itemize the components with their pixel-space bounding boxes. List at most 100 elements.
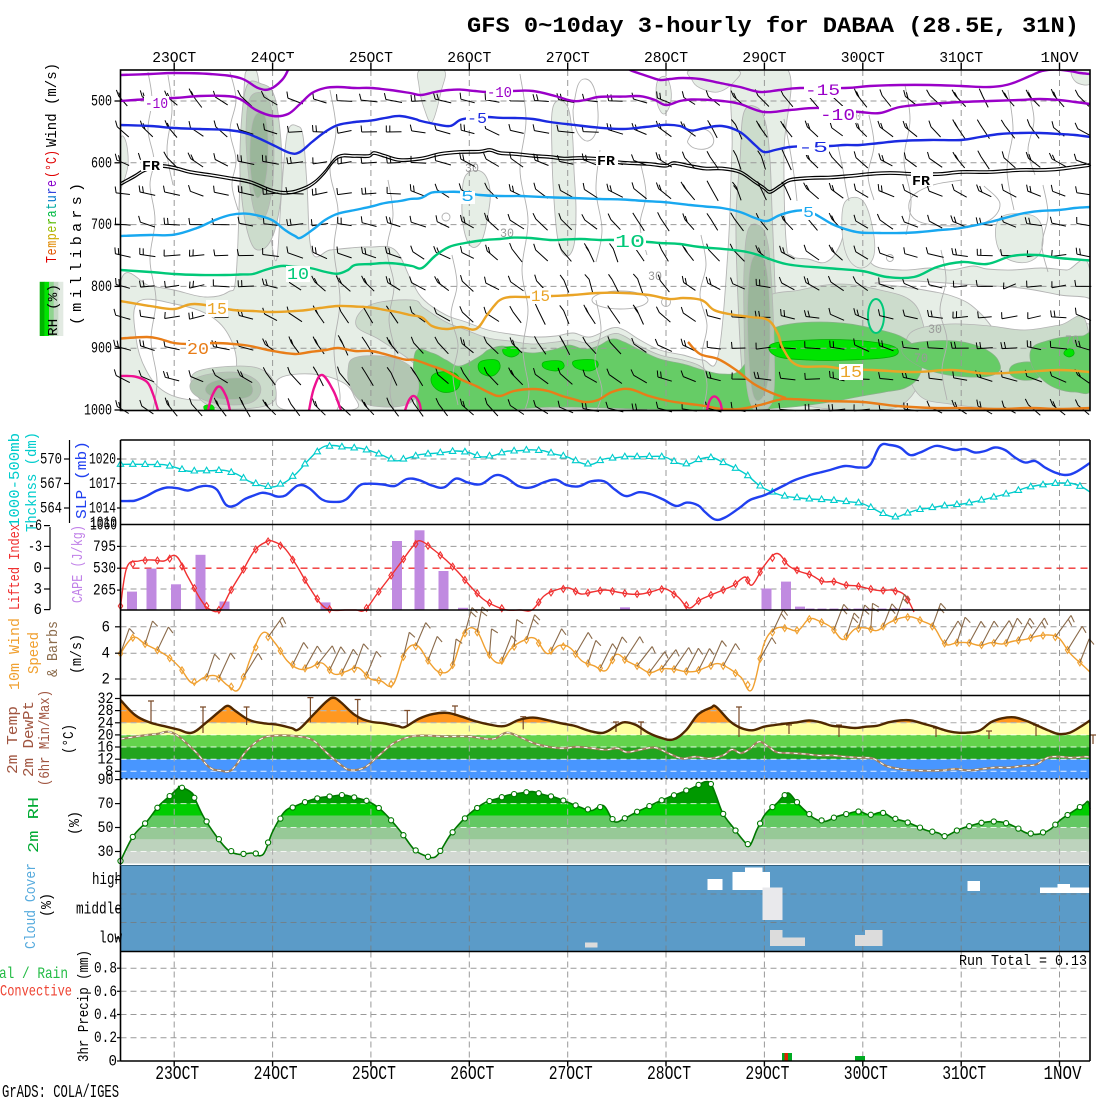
- svg-text:l: l: [69, 263, 86, 272]
- svg-text:-10: -10: [145, 96, 168, 113]
- svg-text:10: 10: [287, 266, 309, 285]
- svg-text:26OCT: 26OCT: [447, 50, 491, 67]
- svg-text:600: 600: [91, 154, 112, 172]
- svg-text:(°C): (°C): [61, 724, 78, 754]
- svg-text:t: t: [44, 203, 61, 210]
- svg-text:24: 24: [98, 714, 114, 732]
- svg-text:a: a: [69, 223, 86, 232]
- svg-text:-3: -3: [28, 538, 42, 556]
- svg-text:28OCT: 28OCT: [644, 50, 688, 67]
- svg-text:3hr Precip (mm): 3hr Precip (mm): [76, 950, 93, 1062]
- svg-text:795: 795: [93, 538, 116, 556]
- svg-text:23OCT: 23OCT: [155, 1063, 199, 1085]
- svg-text:GrADS: COLA/IGES: GrADS: COLA/IGES: [2, 1083, 119, 1100]
- svg-text:0: 0: [34, 560, 43, 578]
- svg-text:29OCT: 29OCT: [742, 50, 786, 67]
- svg-text:Total / Rain: Total / Rain: [0, 965, 68, 983]
- svg-text:r: r: [69, 210, 86, 219]
- svg-text:low: low: [99, 930, 123, 949]
- svg-text:70: 70: [98, 795, 114, 813]
- svg-text:e: e: [44, 180, 61, 187]
- svg-text:265: 265: [93, 582, 116, 600]
- svg-text:30OCT: 30OCT: [844, 1063, 888, 1085]
- svg-text:15: 15: [840, 364, 862, 383]
- svg-text:1010: 1010: [90, 514, 117, 532]
- svg-text:i: i: [69, 289, 86, 298]
- svg-text:middle: middle: [76, 901, 122, 920]
- svg-text:3: 3: [34, 581, 43, 599]
- svg-text:Lifted Index: Lifted Index: [7, 524, 24, 610]
- svg-text:20: 20: [187, 341, 209, 360]
- svg-text:1NOV: 1NOV: [1041, 50, 1079, 67]
- svg-text:e: e: [44, 226, 61, 233]
- svg-text:e: e: [44, 248, 61, 255]
- svg-text:T: T: [44, 256, 61, 263]
- svg-text:1020: 1020: [89, 451, 116, 469]
- svg-text:8: 8: [105, 763, 114, 781]
- svg-text:29OCT: 29OCT: [745, 1063, 789, 1085]
- svg-text:1000: 1000: [84, 402, 112, 420]
- svg-text:m: m: [69, 303, 86, 312]
- svg-text:-5: -5: [467, 111, 487, 128]
- svg-text:CAPE (J/kg): CAPE (J/kg): [70, 525, 87, 603]
- svg-text:6: 6: [102, 618, 111, 636]
- svg-text:FR: FR: [142, 159, 161, 175]
- svg-text:31OCT: 31OCT: [939, 50, 983, 67]
- svg-text:28OCT: 28OCT: [647, 1063, 691, 1085]
- svg-text:26OCT: 26OCT: [450, 1063, 494, 1085]
- svg-text:(m/s): (m/s): [69, 634, 86, 674]
- svg-text:-5: -5: [798, 140, 828, 157]
- svg-text:12: 12: [98, 751, 114, 769]
- svg-text:-10: -10: [820, 107, 855, 126]
- svg-text:570: 570: [40, 451, 62, 469]
- svg-text:1014: 1014: [89, 500, 116, 518]
- svg-text:23OCT: 23OCT: [152, 50, 196, 67]
- svg-text:24OCT: 24OCT: [251, 50, 295, 67]
- svg-text:24OCT: 24OCT: [254, 1063, 298, 1085]
- svg-text:30: 30: [928, 322, 942, 337]
- svg-text:10: 10: [615, 233, 645, 253]
- svg-text:50: 50: [98, 819, 114, 837]
- svg-text:p: p: [44, 233, 61, 240]
- svg-text:0.8: 0.8: [94, 960, 117, 978]
- svg-text:25OCT: 25OCT: [349, 50, 393, 67]
- svg-text:0.6: 0.6: [94, 983, 117, 1001]
- svg-text:6: 6: [34, 601, 43, 619]
- svg-text:0.2: 0.2: [94, 1029, 117, 1047]
- svg-text:(6hr Min/Max): (6hr Min/Max): [37, 690, 54, 786]
- svg-text:(%): (%): [39, 893, 56, 917]
- svg-text:-15: -15: [805, 82, 840, 100]
- svg-text:1060: 1060: [90, 517, 117, 535]
- svg-text:0: 0: [109, 1053, 118, 1071]
- svg-text:): ): [69, 183, 86, 192]
- svg-text:u: u: [44, 195, 61, 202]
- svg-text:1017: 1017: [89, 475, 116, 493]
- svg-text:5: 5: [461, 189, 474, 206]
- svg-text:(: (: [69, 316, 86, 325]
- svg-text:Wind (m/s): Wind (m/s): [44, 63, 61, 147]
- svg-text:20: 20: [98, 726, 114, 744]
- svg-text:30: 30: [648, 269, 662, 284]
- svg-text:& Barbs: & Barbs: [45, 621, 62, 677]
- svg-text:70: 70: [1065, 333, 1079, 348]
- svg-text:530: 530: [93, 560, 116, 578]
- svg-text:Convective: Convective: [0, 983, 72, 1001]
- svg-text:2m RH: 2m RH: [26, 797, 43, 853]
- svg-text:b: b: [69, 236, 86, 245]
- svg-text:30: 30: [98, 843, 114, 861]
- svg-text:700: 700: [91, 216, 112, 234]
- svg-text:(°C): (°C): [44, 150, 61, 178]
- svg-text:-6: -6: [28, 517, 42, 535]
- svg-text:SLP (mb): SLP (mb): [74, 441, 91, 519]
- svg-text:r: r: [44, 218, 61, 225]
- svg-text:90: 90: [98, 771, 114, 789]
- svg-text:1NOV: 1NOV: [1044, 1063, 1082, 1085]
- svg-text:800: 800: [91, 278, 112, 296]
- svg-text:900: 900: [91, 340, 112, 358]
- svg-text:30OCT: 30OCT: [841, 50, 885, 67]
- svg-text:m: m: [44, 241, 61, 248]
- svg-text:1000-500mb: 1000-500mb: [7, 433, 24, 527]
- svg-text:(%): (%): [67, 811, 84, 835]
- svg-text:FR: FR: [597, 154, 616, 170]
- svg-text:GFS 0~10day 3-hourly for DABAA: GFS 0~10day 3-hourly for DABAA (28.5E, 3…: [467, 14, 1079, 39]
